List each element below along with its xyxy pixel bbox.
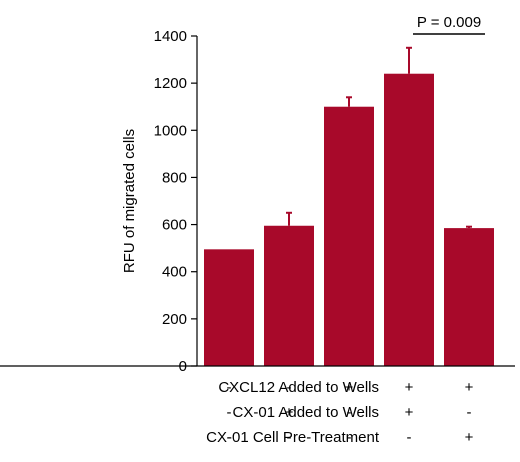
bar-3 (324, 106, 374, 366)
condition-sign: - (347, 404, 352, 421)
bar-5 (444, 228, 494, 366)
condition-sign: + (465, 379, 474, 396)
y-tick-label: 1400 (154, 28, 187, 45)
y-tick-label: 200 (162, 311, 187, 328)
condition-label: CX-01 Added to Wells (233, 404, 379, 421)
condition-sign: + (345, 379, 354, 396)
condition-sign: + (285, 404, 294, 421)
condition-label: CXCL12 Added to Wells (218, 379, 379, 396)
y-tick-label: 1200 (154, 75, 187, 92)
y-tick-label: 1000 (154, 122, 187, 139)
bar-2 (264, 225, 314, 366)
condition-sign: + (405, 379, 414, 396)
condition-label: CX-01 Cell Pre-Treatment (206, 429, 380, 446)
bars (204, 73, 494, 366)
y-axis-label: RFU of migrated cells (121, 129, 138, 273)
significance-annotation: P = 0.009 (413, 14, 485, 35)
error-bars (286, 46, 472, 229)
y-axis: 0200400600800100012001400 (154, 28, 198, 375)
condition-table: CXCL12 Added to Wells- - + + +CX-01 Added to… (206, 379, 473, 446)
condition-sign: - (347, 429, 352, 446)
y-tick-label: 800 (162, 169, 187, 186)
condition-sign: - (227, 404, 232, 421)
y-tick-label: 600 (162, 217, 187, 234)
condition-sign: - (287, 429, 292, 446)
condition-sign: - (227, 379, 232, 396)
condition-sign: - (407, 429, 412, 446)
condition-sign: - (227, 429, 232, 446)
p-value-label: P = 0.009 (417, 14, 481, 31)
condition-sign: + (465, 429, 474, 446)
bar-4 (384, 73, 434, 366)
condition-sign: - (467, 404, 472, 421)
bar-1 (204, 249, 254, 366)
condition-sign: + (405, 404, 414, 421)
condition-sign: - (287, 379, 292, 396)
y-tick-label: 400 (162, 264, 187, 281)
